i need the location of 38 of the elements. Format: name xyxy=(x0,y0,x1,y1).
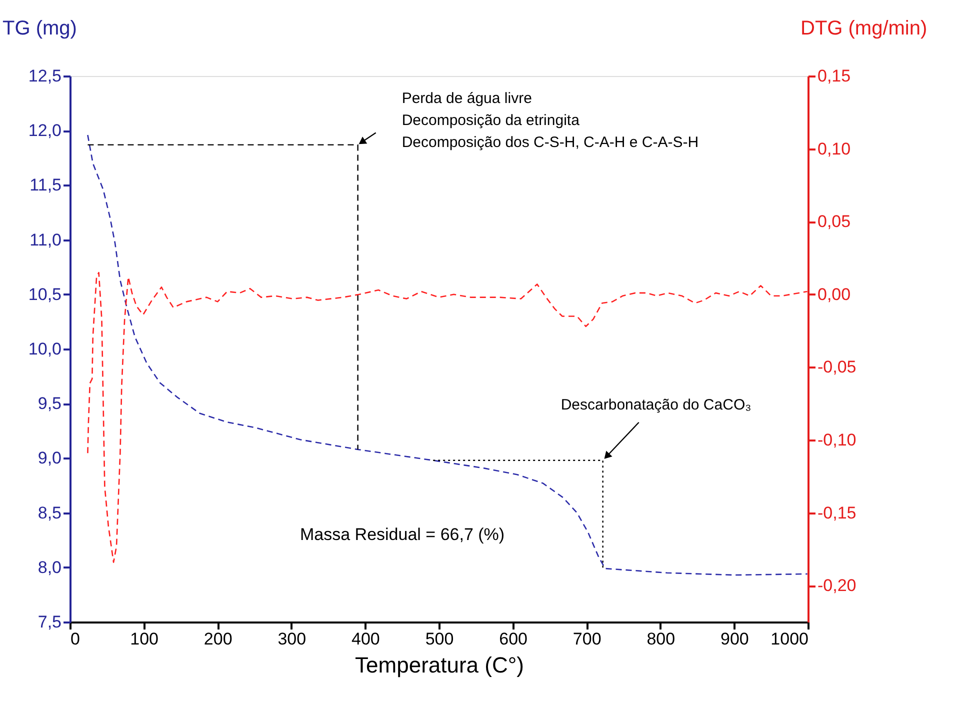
annotation: Descarbonatação do CaCO₃ xyxy=(560,396,752,414)
y-tick-label: 12,5 xyxy=(28,66,62,86)
y-tick-label: 8,5 xyxy=(38,503,62,522)
y2-tick-label: -0,10 xyxy=(818,430,856,450)
x-tick-label: 900 xyxy=(720,630,749,648)
y2-tick-label: 0,10 xyxy=(818,139,851,158)
x-tick-label: 600 xyxy=(499,630,528,648)
line-series xyxy=(87,134,808,576)
x-tick-label: 100 xyxy=(130,630,158,648)
y-tick-label: 7,5 xyxy=(38,612,62,632)
x-tick-label: 800 xyxy=(646,630,676,648)
x-tick-label: 500 xyxy=(425,630,454,648)
y-tick-label: 11,5 xyxy=(30,176,62,195)
y2-axis-title: DTG (mg/min) xyxy=(800,18,928,40)
x-axis-title: Temperatura (C°) xyxy=(355,652,524,678)
y2-tick-label: 0,15 xyxy=(818,66,851,86)
y-tick-label: 11,0 xyxy=(30,230,62,250)
annotation: Perda de água livre Decomposição da etringita Decomposição dos C-S-H, C-A-H e C-A-S-H xyxy=(402,90,699,151)
y-tick-label: 10,0 xyxy=(28,340,62,358)
y2-tick-label: -0,05 xyxy=(818,358,856,377)
x-tick-label: 300 xyxy=(278,630,306,648)
x-tick-label: 400 xyxy=(352,630,380,648)
x-tick-label: 200 xyxy=(204,630,232,648)
y-tick-label: 12,0 xyxy=(28,121,62,140)
annotation: Massa Residual = 66,7 (%) xyxy=(300,525,505,544)
y2-tick-label: -0,20 xyxy=(818,576,856,596)
y2-tick-label: 0,00 xyxy=(818,284,851,304)
y-tick-label: 9,0 xyxy=(38,448,62,468)
y-axis-title: TG (mg) xyxy=(2,18,77,40)
x-tick-label: 700 xyxy=(572,630,602,648)
x-tick-label: 1000 xyxy=(770,630,808,648)
y-tick-label: 10,5 xyxy=(28,284,62,304)
y-tick-label: 8,0 xyxy=(38,558,62,577)
line-series xyxy=(87,272,808,563)
x-tick-label: 0 xyxy=(70,630,80,648)
y2-tick-label: 0,05 xyxy=(818,212,851,232)
y-tick-label: 9,5 xyxy=(38,394,62,414)
y2-tick-label: -0,15 xyxy=(818,503,856,522)
